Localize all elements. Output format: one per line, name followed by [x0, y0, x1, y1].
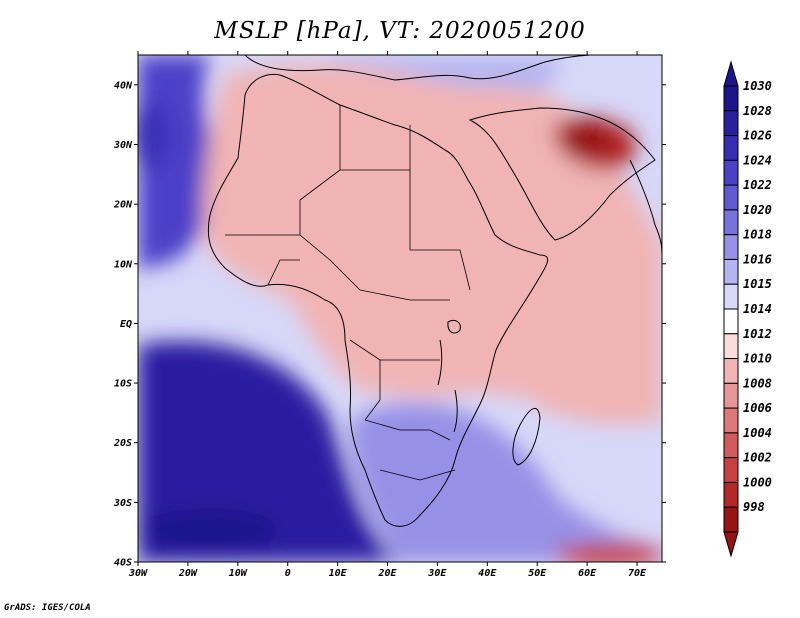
- colorbar-swatch: [723, 506, 739, 533]
- colorbar-swatch: [723, 184, 739, 211]
- map-frame: [137, 54, 663, 563]
- colorbar-swatch: [723, 432, 739, 459]
- colorbar-label: 998: [743, 500, 765, 514]
- country-border: [349, 339, 440, 361]
- colorbar-label: 1026: [743, 129, 772, 143]
- colorbar-swatch: [723, 333, 739, 360]
- colorbar-swatch: [723, 481, 739, 508]
- country-border: [379, 469, 456, 481]
- country-border: [359, 289, 450, 301]
- colorbar-label: 1030: [743, 79, 772, 93]
- map-title: MSLP [hPa], VT: 2020051200: [214, 18, 586, 44]
- colorbar-label: 1008: [743, 376, 772, 390]
- lat-tick-label: EQ: [120, 319, 132, 330]
- colorbar-swatch: [723, 407, 739, 434]
- colorbar-swatch: [723, 358, 739, 384]
- madagascar-coastline: [512, 407, 541, 466]
- lat-tick-label: 30S: [113, 498, 132, 509]
- lat-tick-label: 20N: [113, 200, 133, 211]
- country-border: [299, 234, 361, 291]
- lon-tick-label: 30W: [128, 568, 148, 579]
- indian-ocean-field: [500, 240, 662, 425]
- colorbar-label: 1018: [743, 228, 772, 242]
- colorbar-swatch: [723, 85, 739, 112]
- colorbar-swatch: [723, 258, 739, 285]
- arabia-core: [560, 122, 610, 158]
- colorbar-label: 1016: [743, 252, 772, 266]
- lat-tick-label: 10N: [114, 259, 133, 270]
- country-border: [267, 259, 300, 286]
- colorbar-swatch: [723, 209, 739, 236]
- southern-ocean-low: [555, 543, 662, 562]
- lat-tick-label: 20S: [113, 438, 132, 449]
- lat-tick-label: 40N: [114, 80, 133, 91]
- colorbar-label: 1000: [743, 475, 772, 489]
- colorbar-label: 1022: [743, 178, 772, 192]
- lon-tick-label: 20E: [377, 568, 397, 579]
- pressure-field: [138, 55, 662, 562]
- country-border: [410, 249, 471, 291]
- colorbar-swatch: [723, 283, 739, 310]
- latitude-axis: 40N 30N 20N 10N EQ 10S 20S 30S 40S: [113, 80, 666, 569]
- lon-tick-label: 10W: [229, 568, 248, 579]
- colorbar-swatch: [723, 135, 739, 161]
- colorbar-bottom-arrow: [723, 531, 739, 558]
- south-atlantic-high-field: [138, 341, 400, 562]
- colorbar-label: 1004: [743, 426, 772, 440]
- country-border: [364, 360, 381, 421]
- colorbar-swatch: [723, 457, 739, 483]
- lon-tick-label: 60E: [578, 568, 597, 579]
- lon-tick-label: 70E: [628, 568, 647, 579]
- longitude-axis: 30W 20W 10W 0 10E 20E 30E 40E 50E 60E 70E: [128, 51, 647, 579]
- colorbar-label: 1014: [743, 302, 772, 316]
- colorbar-label: 1015: [743, 277, 772, 291]
- colorbar-label: 1002: [743, 451, 772, 465]
- europe-coastline: [244, 55, 591, 81]
- colorbar-swatch: [723, 308, 739, 335]
- grads-credit: GrADS: IGES/COLA: [4, 603, 91, 613]
- country-border: [364, 419, 451, 441]
- colorbar-label: 1024: [743, 153, 772, 167]
- lon-tick-label: 30E: [427, 568, 447, 579]
- lon-tick-label: 0: [285, 568, 291, 579]
- lon-tick-label: 10E: [329, 568, 348, 579]
- colorbar-top-arrow: [723, 60, 739, 87]
- colorbar-swatch: [723, 110, 739, 137]
- lat-tick-label: 30N: [113, 140, 133, 151]
- colorbar: 1030 1028 1026 1024 1022 1020 1018 1016 1015 1014…: [723, 60, 772, 558]
- colorbar-swatch: [723, 234, 739, 260]
- colorbar-swatch: [723, 159, 739, 186]
- southern-africa-high-field: [350, 403, 662, 562]
- south-atlantic-core: [140, 508, 280, 552]
- colorbar-label: 1028: [743, 104, 772, 118]
- lat-tick-label: 10S: [114, 379, 132, 390]
- lake-tanganyika: [437, 339, 443, 386]
- lake-victoria: [447, 319, 461, 334]
- colorbar-label: 1010: [743, 352, 772, 366]
- lat-tick-label: 40S: [114, 558, 132, 569]
- colorbar-swatch: [723, 382, 739, 409]
- lake-malawi: [453, 389, 458, 433]
- africa-coastline: [207, 73, 549, 527]
- arabia-coastline: [468, 107, 656, 241]
- lon-tick-label: 50E: [528, 568, 547, 579]
- north-atlantic-core: [138, 100, 168, 170]
- country-border: [225, 169, 341, 236]
- colorbar-label: 1020: [743, 203, 772, 217]
- colorbar-label: 1012: [743, 327, 772, 341]
- lon-tick-label: 20W: [178, 568, 198, 579]
- colorbar-label: 1006: [743, 401, 772, 415]
- lon-tick-label: 40E: [478, 568, 497, 579]
